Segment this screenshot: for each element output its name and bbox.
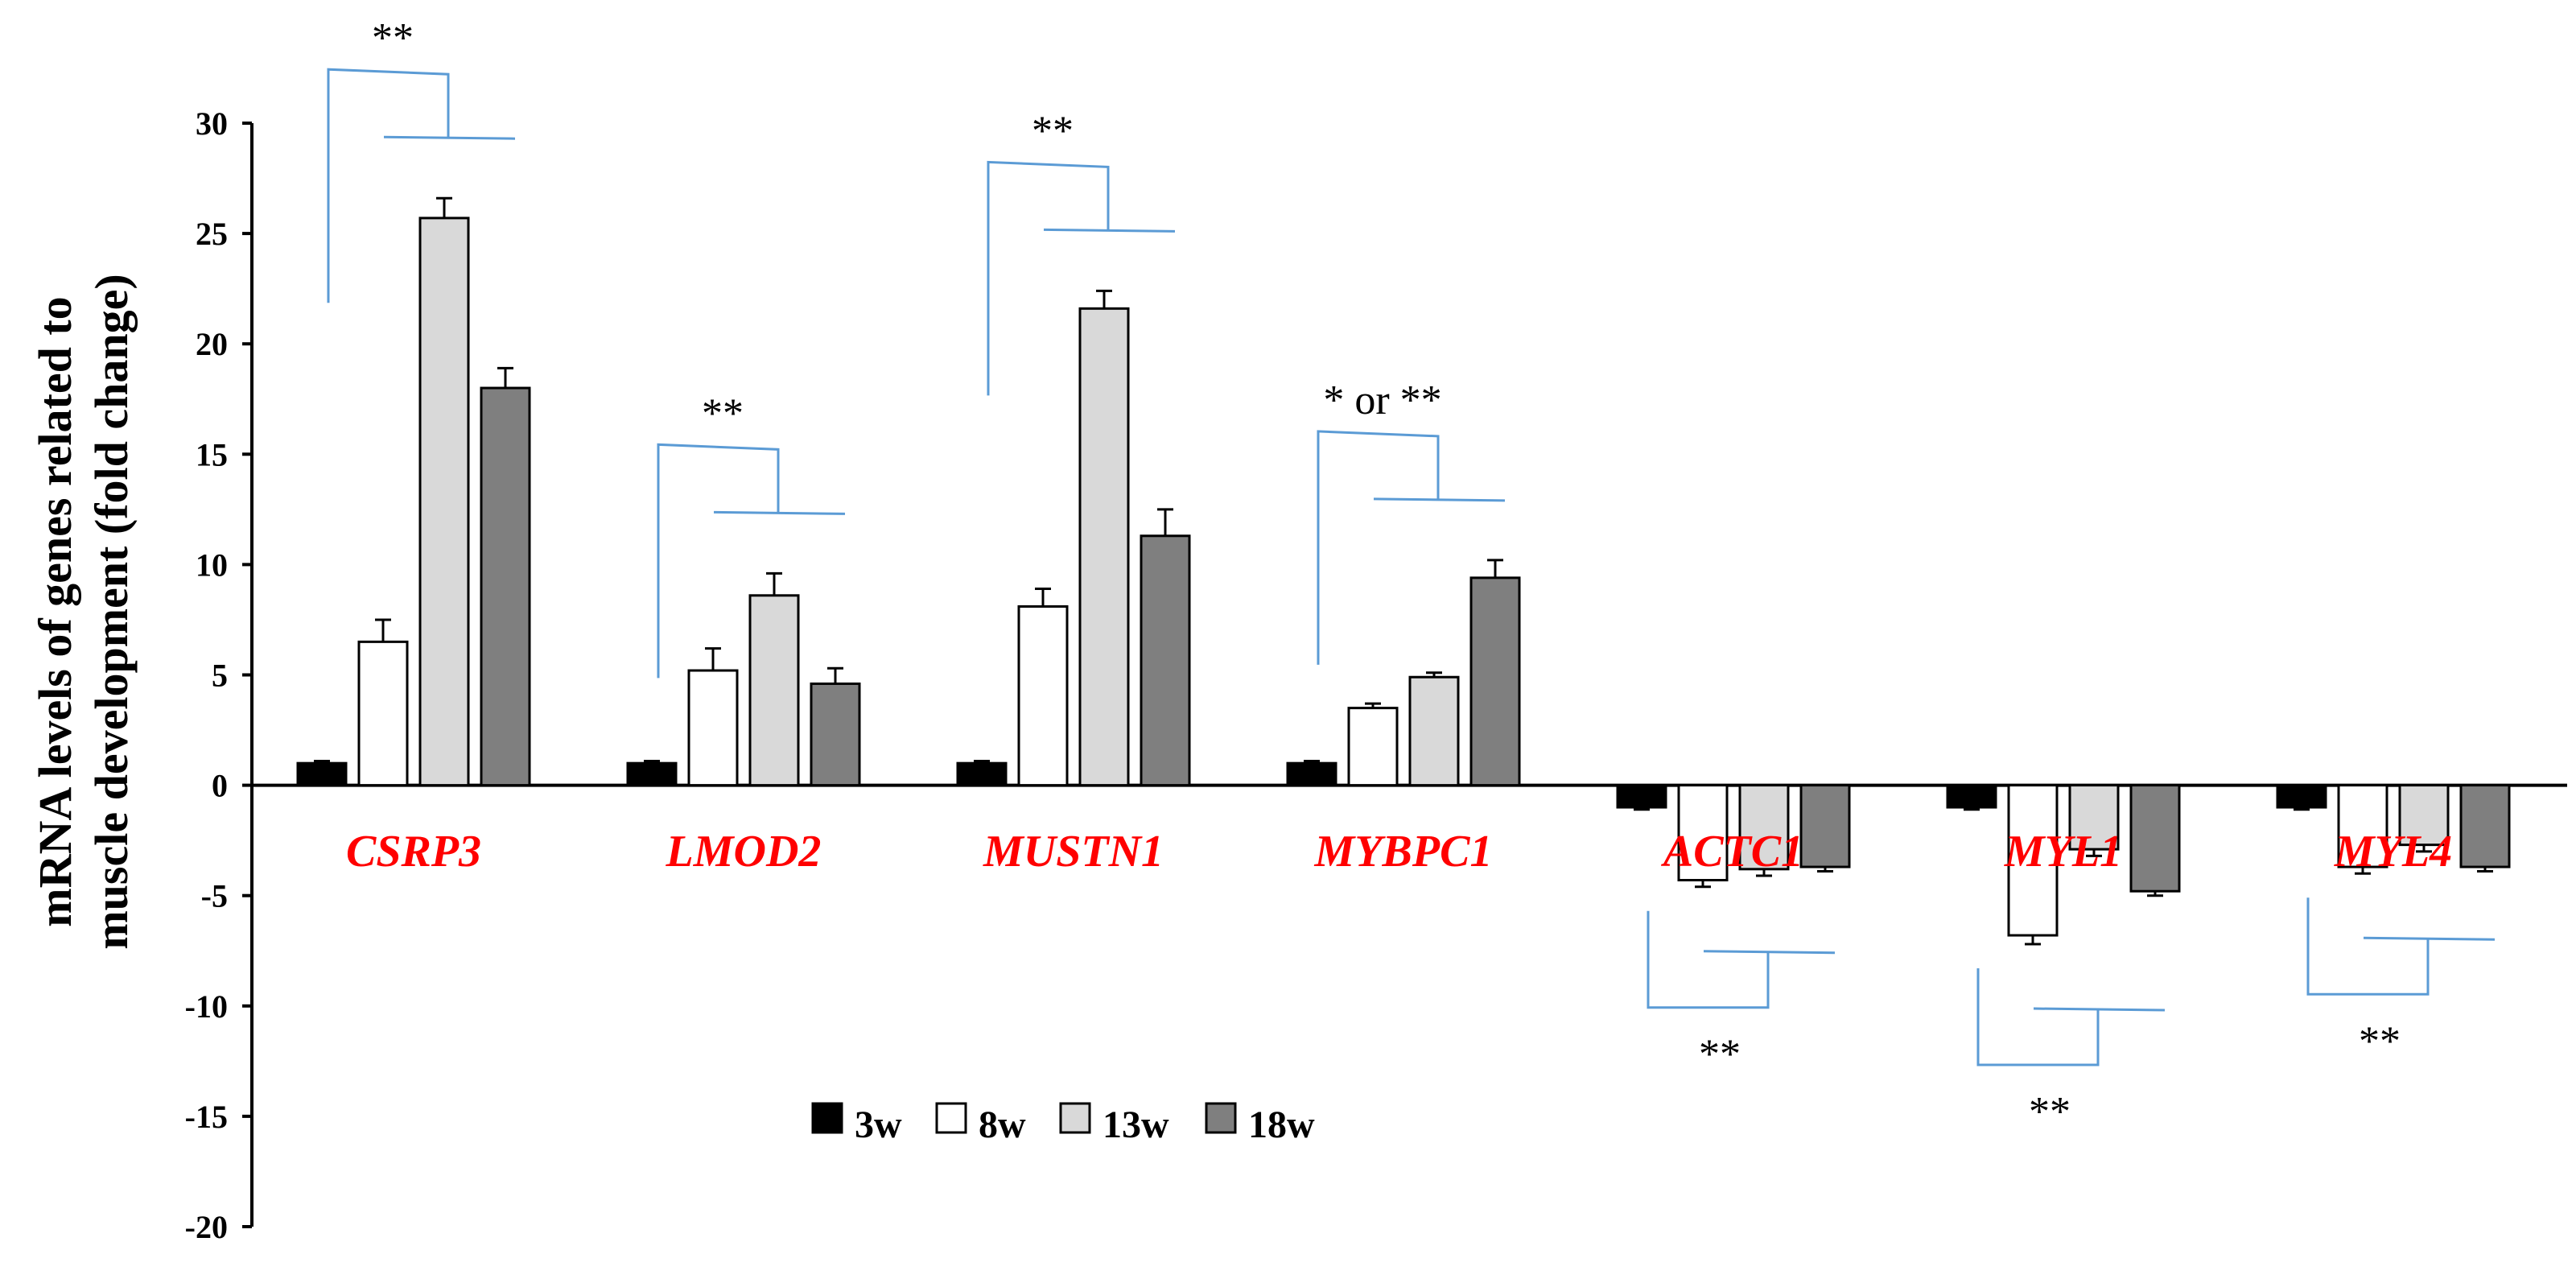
y-tick-label: 30 xyxy=(196,105,228,142)
significance-bracket-line xyxy=(1373,497,1506,502)
bar-myl4-3w xyxy=(2276,784,2327,809)
bar-mustn1-3w xyxy=(956,761,1008,787)
y-tick-label: -10 xyxy=(185,988,228,1025)
significance-label: * or ** xyxy=(1323,377,1441,423)
category-label: MYL1 xyxy=(2004,827,2122,877)
bar-mustn1-8w xyxy=(1017,604,1069,787)
bar-actc1-3w xyxy=(1616,784,1667,809)
legend-swatch-13w xyxy=(1059,1102,1091,1134)
legend-swatch-3w xyxy=(811,1102,843,1134)
y-tick-label: -20 xyxy=(185,1209,228,1245)
y-axis-label: muscle development (fold change) xyxy=(85,274,138,949)
y-tick-label: -5 xyxy=(201,878,228,914)
bar-myl1-13w xyxy=(2068,784,2120,851)
significance-bracket-line xyxy=(383,135,516,140)
significance-bracket-line xyxy=(1703,950,1836,955)
legend-label: 13w xyxy=(1103,1104,1169,1146)
bar-csrp3-18w xyxy=(480,386,531,787)
y-tick-label: 15 xyxy=(196,436,228,472)
bar-csrp3-8w xyxy=(357,640,409,787)
y-tick-label: 10 xyxy=(196,547,228,583)
bar-mybpc1-18w xyxy=(1469,576,1521,787)
significance-label: ** xyxy=(2029,1089,2071,1135)
bar-lmod2-3w xyxy=(626,761,678,787)
bar-mybpc1-8w xyxy=(1347,707,1399,787)
significance-label: ** xyxy=(1032,108,1074,154)
bar-myl4-18w xyxy=(2459,784,2511,868)
category-label: CSRP3 xyxy=(346,827,481,877)
significance-bracket xyxy=(657,443,780,679)
bar-mybpc1-13w xyxy=(1408,675,1460,787)
bar-lmod2-13w xyxy=(748,594,800,787)
y-tick-label: 20 xyxy=(196,326,228,362)
bar-lmod2-18w xyxy=(810,682,861,787)
significance-label: ** xyxy=(1699,1032,1741,1078)
significance-label: ** xyxy=(2359,1018,2401,1064)
significance-bracket xyxy=(1647,910,1770,1009)
y-tick-label: 0 xyxy=(212,768,228,804)
bar-csrp3-3w xyxy=(296,761,348,787)
y-axis-label: mRNA levels of genes related to xyxy=(29,296,81,926)
significance-bracket xyxy=(327,68,450,303)
bar-mustn1-18w xyxy=(1140,534,1191,787)
bar-myl1-8w xyxy=(2007,784,2059,937)
category-label: LMOD2 xyxy=(666,827,822,877)
significance-bracket-line xyxy=(1043,228,1176,233)
significance-label: ** xyxy=(372,15,414,61)
significance-bracket-line xyxy=(713,510,846,515)
legend-label: 18w xyxy=(1248,1104,1315,1146)
bar-csrp3-13w xyxy=(418,217,470,787)
category-label: MYBPC1 xyxy=(1314,827,1493,877)
significance-bracket-line xyxy=(2033,1007,2166,1012)
bar-myl1-18w xyxy=(2129,784,2181,893)
significance-bracket xyxy=(2306,897,2430,996)
significance-bracket xyxy=(1976,968,2100,1066)
legend-swatch-8w xyxy=(935,1102,967,1134)
bar-lmod2-8w xyxy=(687,669,739,787)
y-tick-label: -15 xyxy=(185,1099,228,1135)
bar-mustn1-13w xyxy=(1078,307,1130,787)
legend-label: 3w xyxy=(855,1104,902,1146)
category-label: MUSTN1 xyxy=(983,827,1164,877)
legend-swatch-18w xyxy=(1205,1102,1237,1134)
significance-label: ** xyxy=(702,390,744,436)
y-tick-label: 25 xyxy=(196,216,228,252)
category-label: MYL4 xyxy=(2334,827,2452,877)
legend-label: 8w xyxy=(979,1104,1026,1146)
category-label: ACTC1 xyxy=(1661,827,1803,877)
bar-myl4-8w xyxy=(2337,784,2388,868)
significance-bracket xyxy=(1317,430,1440,665)
significance-bracket xyxy=(987,160,1110,396)
y-tick-label: 5 xyxy=(212,658,228,694)
bar-actc1-8w xyxy=(1677,784,1729,882)
bar-myl1-3w xyxy=(1946,784,1997,809)
significance-bracket-line xyxy=(2363,936,2496,941)
bar-actc1-18w xyxy=(1799,784,1851,868)
bar-mybpc1-3w xyxy=(1286,761,1337,787)
